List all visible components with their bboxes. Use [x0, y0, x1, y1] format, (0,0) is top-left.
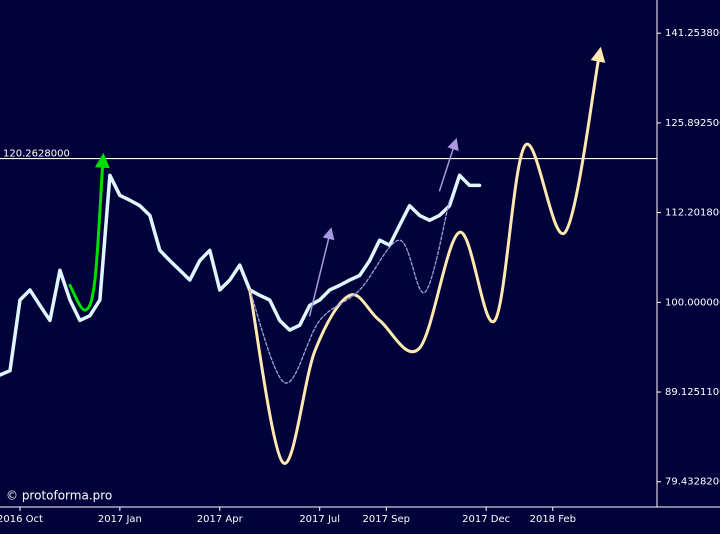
y-tick-label: 89.1251100: [665, 387, 720, 398]
x-tick-label: 2016 Oct: [0, 514, 43, 525]
curve-arrow: [308, 227, 335, 317]
y-tick-label: 125.8925000: [665, 118, 720, 129]
x-tick-label: 2017 Apr: [197, 514, 244, 525]
price-line: [0, 173, 482, 377]
y-tick-label: 79.4328200: [665, 477, 720, 488]
level-label: 120.2628000: [3, 149, 70, 160]
curve-arrow: [248, 46, 606, 465]
curve-arrow: [438, 137, 459, 192]
x-tick-label: 2017 Jan: [98, 514, 142, 525]
x-tick-label: 2018 Feb: [530, 514, 576, 525]
y-tick-label: 112.2018000: [665, 208, 720, 219]
x-tick-label: 2017 Sep: [363, 514, 410, 525]
dashed-curve: [249, 199, 451, 384]
x-tick-label: 2017 Jul: [299, 514, 340, 525]
y-tick-label: 141.2538000: [665, 28, 720, 39]
watermark: © protoforma.pro: [6, 489, 112, 503]
curve-arrow: [68, 152, 110, 312]
y-tick-label: 100.0000000: [665, 297, 720, 308]
x-tick-label: 2017 Dec: [462, 514, 510, 525]
